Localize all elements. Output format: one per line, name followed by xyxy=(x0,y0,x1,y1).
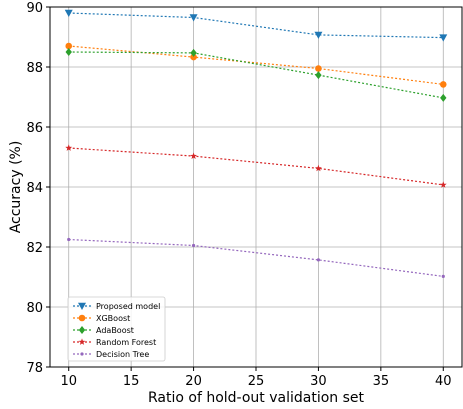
series-line xyxy=(68,238,444,277)
data-point xyxy=(190,48,197,57)
data-point xyxy=(316,258,321,262)
legend-entry: Decision Tree xyxy=(96,350,149,359)
data-point xyxy=(439,81,447,88)
series-0 xyxy=(64,9,448,42)
series-layer xyxy=(64,9,448,278)
y-tick-label: 80 xyxy=(26,301,43,316)
data-point xyxy=(441,274,445,278)
axis-ticks: 10 15 20 25 30 35 40 78 80 82 84 86 88 90 xyxy=(26,1,451,389)
legend-entry: XGBoost xyxy=(96,314,130,323)
x-axis-label: Ratio of hold-out validation set xyxy=(148,390,365,406)
data-point xyxy=(191,243,196,248)
series-3 xyxy=(65,144,447,188)
series-line xyxy=(68,147,444,186)
legend-entry: AdaBoost xyxy=(96,326,134,335)
data-point xyxy=(439,34,448,42)
legend-box xyxy=(67,296,166,362)
y-tick-label: 78 xyxy=(26,361,43,376)
data-point xyxy=(315,65,322,72)
x-tick-label: 40 xyxy=(435,374,452,389)
data-point xyxy=(189,14,198,22)
x-tick-label: 15 xyxy=(123,374,140,389)
data-point xyxy=(67,237,71,242)
legend-entry: Random Forest xyxy=(96,338,156,347)
x-tick-label: 25 xyxy=(248,374,265,389)
x-tick-label: 35 xyxy=(373,374,390,389)
legend-entry: Proposed model xyxy=(96,302,160,311)
data-point xyxy=(315,164,322,172)
legend-marker xyxy=(80,352,84,356)
legend-marker xyxy=(78,326,86,334)
data-point xyxy=(65,48,72,56)
series-2 xyxy=(65,48,447,102)
y-axis-label: Accuracy (%) xyxy=(8,141,24,234)
data-point xyxy=(65,42,73,50)
series-line xyxy=(68,12,444,39)
data-point xyxy=(65,144,73,151)
x-tick-label: 30 xyxy=(310,374,327,389)
legend: Proposed model XGBoost AdaBoost Random Fore… xyxy=(67,296,166,362)
x-tick-label: 10 xyxy=(60,374,77,389)
y-tick-label: 86 xyxy=(26,121,43,136)
data-point xyxy=(315,71,322,80)
x-tick-label: 20 xyxy=(185,374,202,389)
y-tick-label: 88 xyxy=(26,61,43,76)
legend-marker xyxy=(78,338,86,345)
series-1 xyxy=(65,42,447,88)
series-line xyxy=(68,45,444,85)
legend-marker xyxy=(78,302,86,310)
data-point xyxy=(190,152,197,160)
series-4 xyxy=(67,237,445,278)
data-point xyxy=(439,181,447,188)
data-point xyxy=(64,9,73,17)
legend-marker xyxy=(78,314,86,322)
data-point xyxy=(440,93,447,102)
y-tick-label: 84 xyxy=(26,181,43,196)
y-tick-label: 82 xyxy=(26,241,43,256)
y-tick-label: 90 xyxy=(26,1,43,16)
data-point xyxy=(314,31,323,39)
series-line xyxy=(68,51,444,99)
data-point xyxy=(190,53,197,61)
